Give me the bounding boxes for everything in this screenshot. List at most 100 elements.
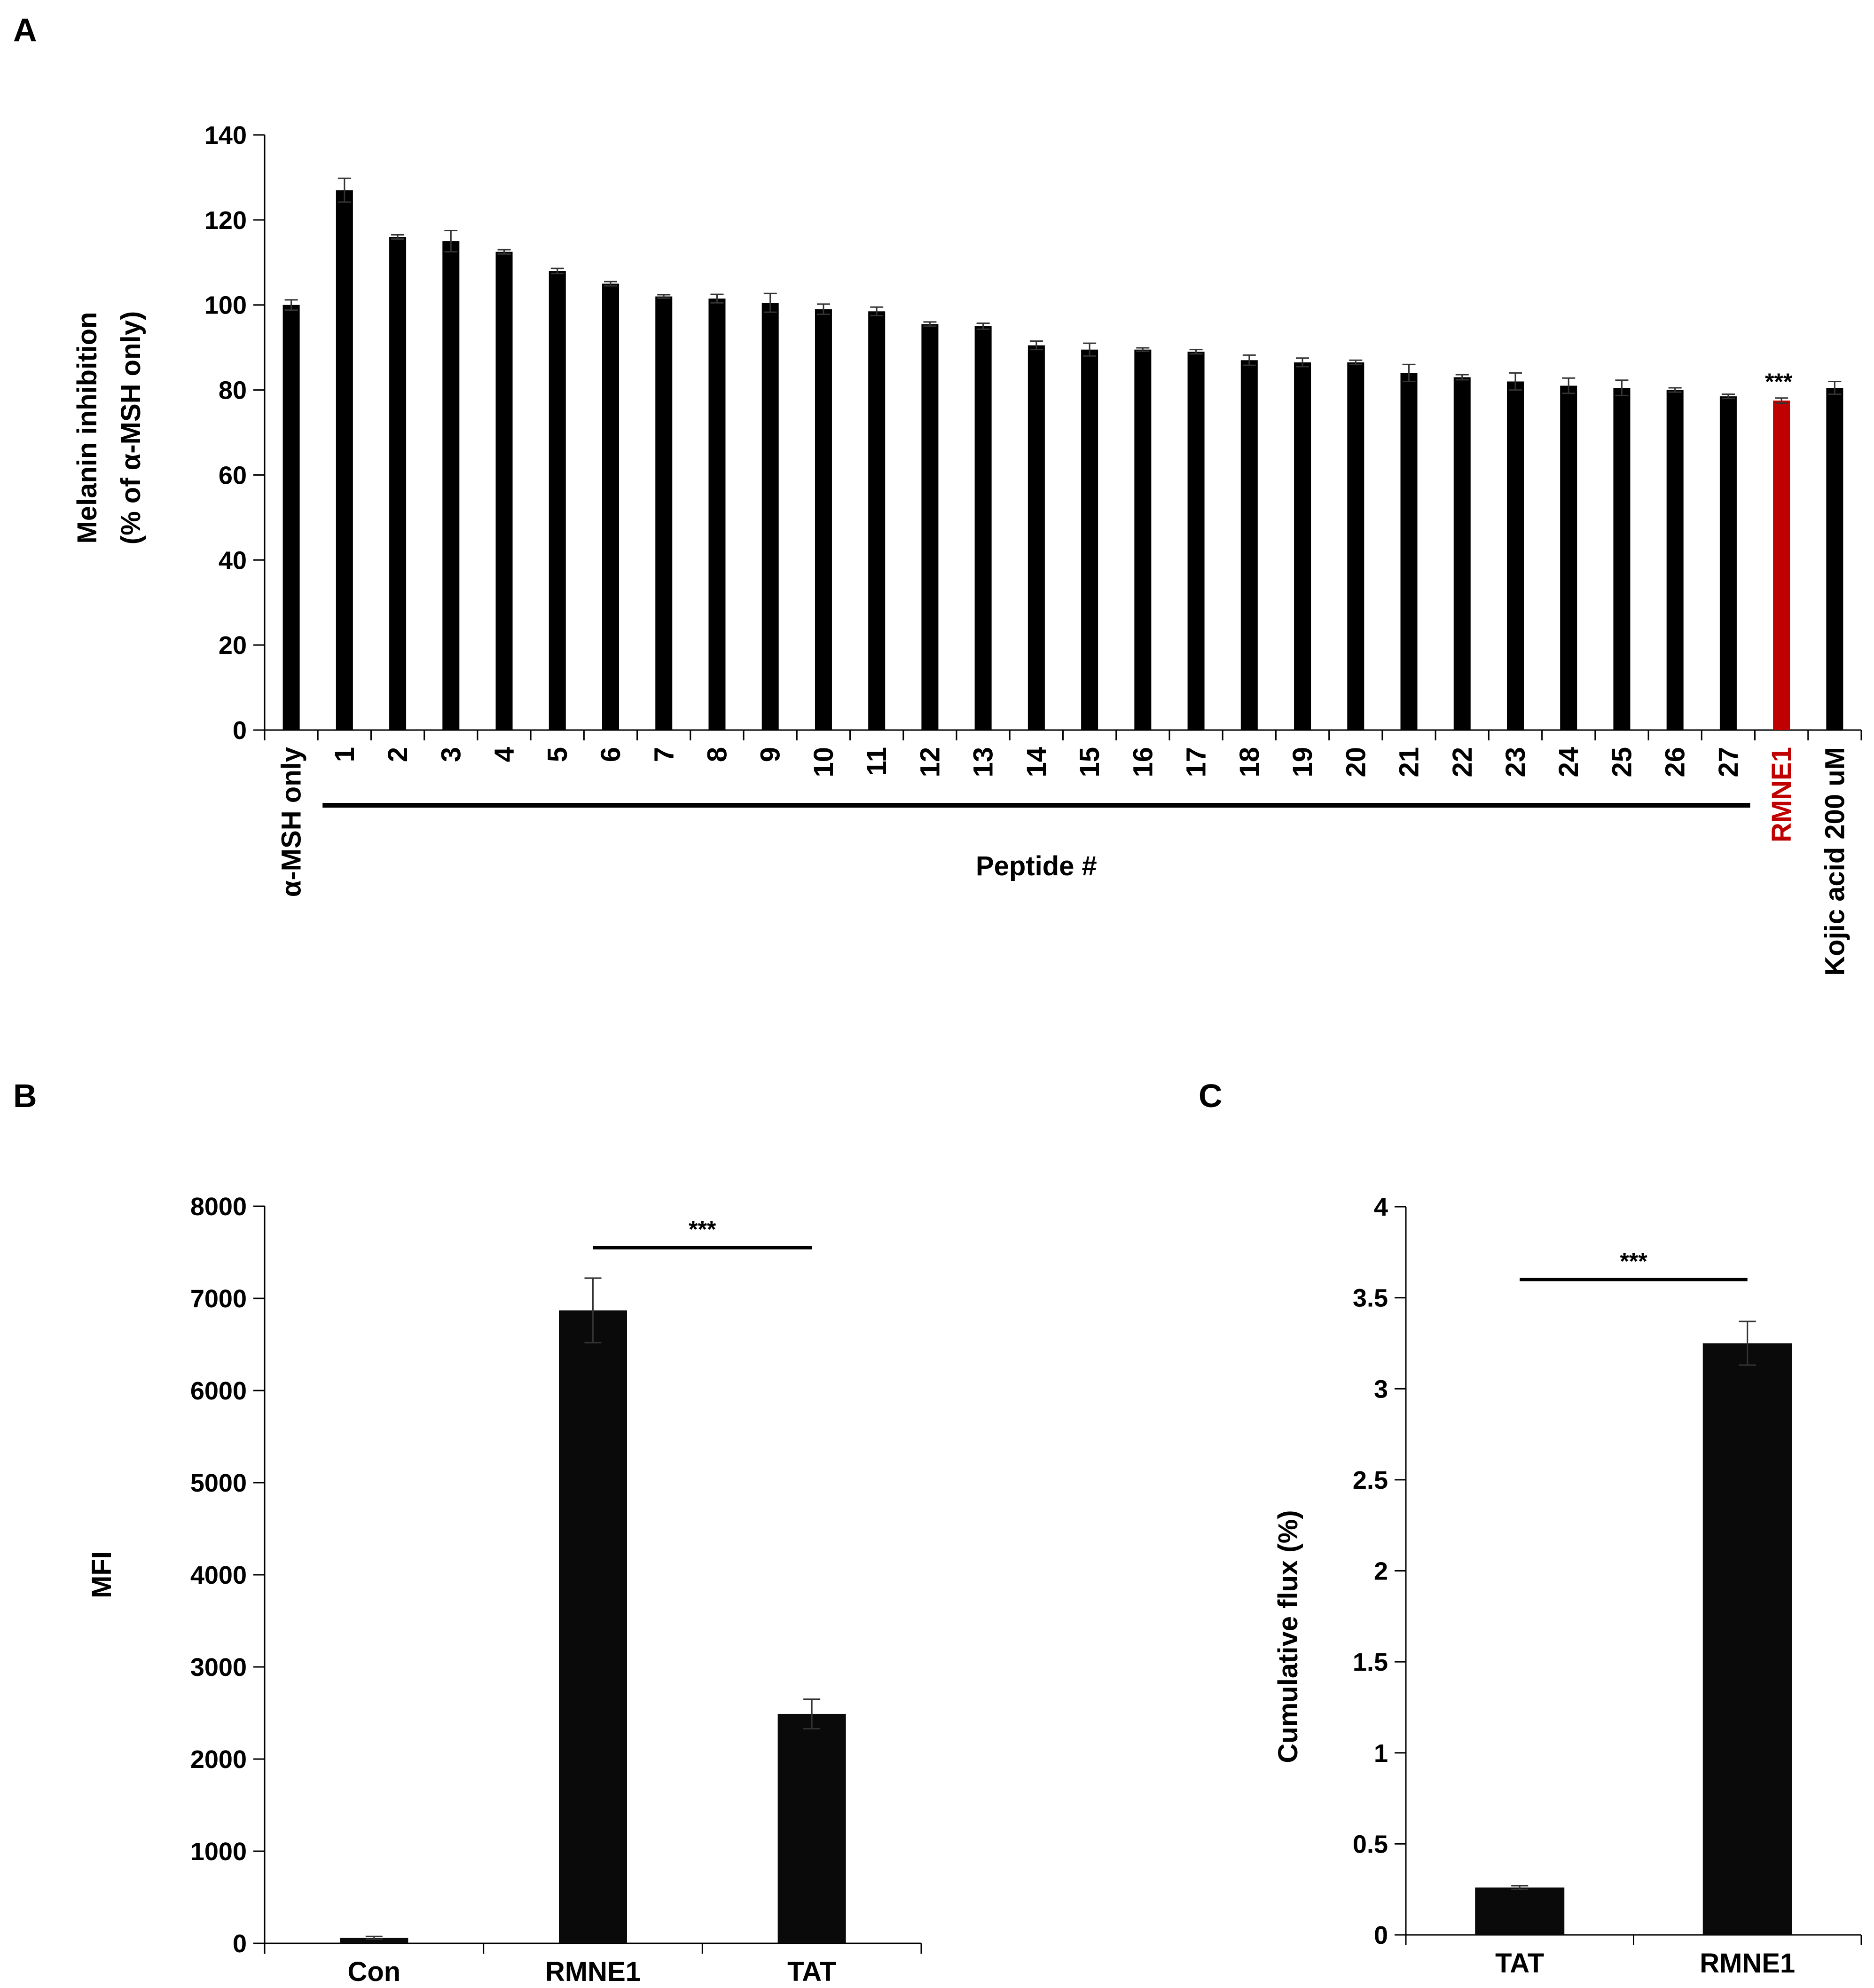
y-tick-label: 1 — [1374, 1739, 1388, 1768]
bar — [921, 324, 939, 730]
bar — [336, 190, 353, 730]
y-tick-label: 0 — [233, 1930, 247, 1958]
bar — [1134, 349, 1152, 730]
x-category-label: 18 — [1234, 747, 1265, 778]
y-tick-label: 2000 — [190, 1745, 247, 1774]
bar — [1719, 396, 1737, 730]
x-category-label: 20 — [1341, 747, 1371, 778]
bar — [282, 305, 300, 730]
x-category-label: 19 — [1287, 747, 1318, 778]
x-category-label: 14 — [1021, 747, 1052, 778]
bar — [1613, 388, 1631, 730]
y-tick-label: 6000 — [190, 1377, 247, 1405]
x-category-label: TAT — [1495, 1948, 1544, 1979]
bar — [340, 1938, 408, 1943]
x-category-label: 2 — [383, 747, 413, 762]
bar — [1400, 373, 1418, 730]
significance-stars: *** — [1620, 1248, 1647, 1274]
bar — [974, 326, 992, 730]
x-category-label: α-MSH only — [276, 747, 307, 897]
y-tick-label: 0.5 — [1353, 1830, 1388, 1858]
x-category-label: 3 — [436, 747, 466, 762]
y-axis-title-line-1: Melanin inhibition — [72, 312, 102, 544]
y-tick-label: 3.5 — [1353, 1284, 1388, 1312]
y-tick-label: 60 — [219, 461, 247, 489]
x-category-label: 24 — [1553, 747, 1584, 778]
panel-b-letter: B — [13, 1077, 37, 1114]
bar — [1475, 1887, 1565, 1935]
bar — [1294, 362, 1311, 730]
x-category-label: 26 — [1660, 747, 1691, 778]
y-tick-label: 20 — [219, 631, 247, 660]
bar — [549, 271, 566, 730]
x-category-label: RMNE1 — [545, 1957, 641, 1987]
x-category-label: Con — [347, 1957, 400, 1987]
x-category-label: 27 — [1713, 747, 1744, 778]
y-tick-label: 5000 — [190, 1469, 247, 1497]
y-tick-label: 140 — [204, 121, 247, 149]
bar — [1240, 360, 1258, 730]
y-tick-label: 2 — [1374, 1557, 1388, 1586]
x-category-label: Kojic acid 200 uM — [1819, 747, 1850, 976]
bar — [1773, 401, 1790, 730]
significance-stars: *** — [1765, 369, 1793, 395]
y-axis-title-line-2: (% of α-MSH only) — [116, 311, 146, 544]
bar — [602, 283, 619, 730]
x-category-label: 17 — [1181, 747, 1212, 778]
x-category-label: 15 — [1074, 747, 1105, 778]
y-tick-label: 0 — [233, 716, 247, 745]
x-category-label: 12 — [915, 747, 945, 778]
x-category-label: 6 — [596, 747, 626, 762]
y-tick-label: 4000 — [190, 1561, 247, 1589]
x-category-label: 25 — [1607, 747, 1637, 778]
bar — [761, 303, 779, 730]
x-axis-title: Peptide # — [976, 851, 1097, 881]
y-tick-label: 0 — [1374, 1921, 1388, 1949]
bar — [1081, 349, 1098, 730]
panel-c-chart: 0 0.5 1 1.5 2 2.5 3 3.5 4 TAT RMNE1 *** Cumulative f… — [1273, 1193, 1862, 1979]
y-tick-label: 8000 — [190, 1193, 247, 1221]
bar — [1506, 381, 1524, 730]
x-category-label: 5 — [542, 747, 573, 762]
bar — [495, 251, 513, 730]
bar — [1702, 1343, 1792, 1935]
x-category-label: 7 — [649, 747, 679, 762]
x-category-label: RMNE1 — [1766, 747, 1797, 842]
significance-stars: *** — [689, 1216, 716, 1242]
x-category-label: 22 — [1447, 747, 1478, 778]
x-category-label: 21 — [1394, 747, 1425, 778]
bar — [815, 309, 832, 730]
y-tick-label: 7000 — [190, 1285, 247, 1313]
x-category-label: 8 — [702, 747, 732, 762]
panel-a-letter: A — [13, 12, 37, 48]
panel-b-chart: 0 1000 2000 3000 4000 5000 6000 7000 8000 Con RMNE… — [86, 1193, 922, 1987]
bar — [868, 311, 886, 730]
bar — [1666, 390, 1684, 730]
bar — [559, 1310, 627, 1943]
x-category-label: 13 — [968, 747, 999, 778]
panel-c-letter: C — [1199, 1077, 1223, 1114]
x-category-label: TAT — [787, 1957, 836, 1987]
y-tick-label: 100 — [204, 291, 247, 320]
y-tick-label: 4 — [1374, 1193, 1388, 1221]
x-category-label: 9 — [755, 747, 786, 762]
x-category-label: 23 — [1500, 747, 1531, 778]
y-axis-title: Cumulative flux (%) — [1273, 1510, 1303, 1763]
bar — [655, 296, 673, 730]
bar — [1347, 362, 1364, 730]
x-category-label: 1 — [329, 747, 360, 762]
x-category-label: 4 — [489, 747, 520, 762]
bar — [1453, 377, 1471, 730]
x-category-label: 16 — [1128, 747, 1158, 778]
bar — [777, 1713, 846, 1943]
y-tick-label: 1000 — [190, 1838, 247, 1866]
bar — [1187, 352, 1205, 730]
x-category-label: 11 — [862, 747, 892, 776]
x-category-label: RMNE1 — [1700, 1948, 1795, 1979]
y-tick-label: 1.5 — [1353, 1648, 1388, 1676]
x-category-label: 10 — [808, 747, 839, 778]
y-tick-label: 40 — [219, 546, 247, 574]
y-tick-label: 3000 — [190, 1653, 247, 1682]
